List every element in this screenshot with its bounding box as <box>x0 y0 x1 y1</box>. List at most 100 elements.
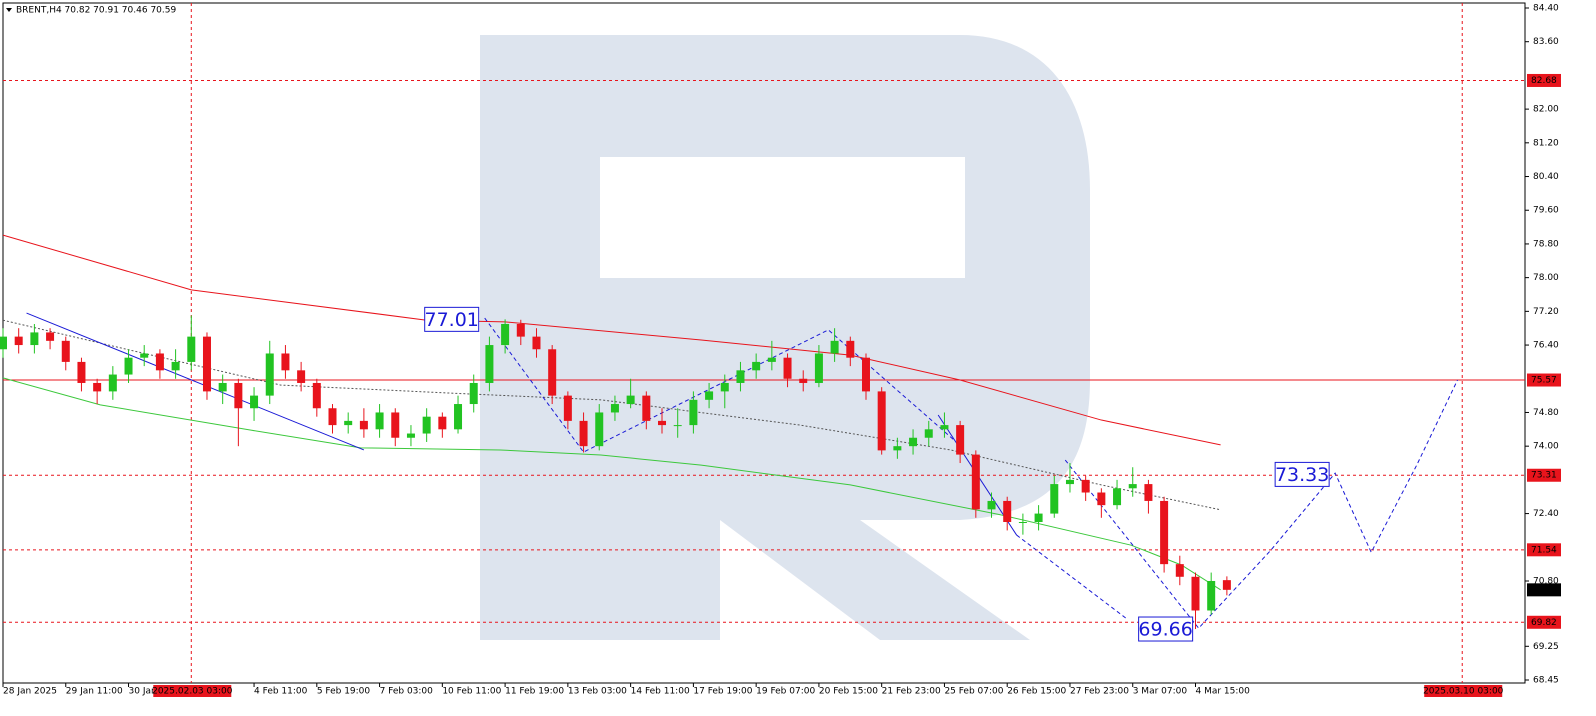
candle-body <box>563 395 572 421</box>
candle-body <box>1034 513 1043 523</box>
candle-body <box>0 336 7 350</box>
candle-body <box>155 353 164 371</box>
candle-body <box>485 345 494 383</box>
time-marker-box <box>153 685 232 697</box>
candle-body <box>30 332 39 346</box>
candle-body <box>1050 484 1059 514</box>
candle-body <box>532 336 541 350</box>
candle-body <box>140 353 149 358</box>
candle-body <box>1018 522 1027 524</box>
y-tick-label: 77.20 <box>1533 307 1559 317</box>
y-tick-label: 82.00 <box>1533 105 1559 115</box>
y-tick-label: 79.60 <box>1533 206 1559 216</box>
y-tick-label: 70.80 <box>1533 576 1559 586</box>
candle-body <box>830 340 839 354</box>
candle-body <box>1128 484 1137 489</box>
candle-body <box>438 416 447 430</box>
candle-body <box>171 361 180 371</box>
y-tick-label: 68.45 <box>1533 676 1559 686</box>
level-label: 73.31 <box>1531 471 1557 481</box>
y-tick-label: 72.40 <box>1533 509 1559 519</box>
candle-body <box>218 382 227 392</box>
chart-header: BRENT,H4 70.82 70.91 70.46 70.59 <box>16 6 176 16</box>
candle-body <box>124 357 133 375</box>
level-box <box>1527 615 1561 629</box>
annotation-label: 69.66 <box>1138 619 1192 641</box>
candle-body <box>1081 479 1090 493</box>
level-label: 71.54 <box>1531 545 1557 555</box>
candle-body <box>642 395 651 421</box>
x-tick-label: 10 Feb 11:00 <box>442 687 501 697</box>
candle-body <box>1222 580 1231 590</box>
candle-body <box>861 357 870 392</box>
x-tick-label: 14 Feb 11:00 <box>631 687 690 697</box>
candle-body <box>658 420 667 426</box>
candle-body <box>359 420 368 430</box>
menu-arrow <box>6 8 12 12</box>
candle-body <box>610 404 619 413</box>
annotation-box <box>1138 616 1194 642</box>
candle-body <box>312 382 321 409</box>
x-tick-label: 7 Feb 03:00 <box>380 687 434 697</box>
candle-body <box>814 353 823 383</box>
candle-body <box>77 361 86 383</box>
level-box <box>1527 73 1561 87</box>
candle-body <box>202 336 211 392</box>
x-tick-label: 20 Feb 15:00 <box>819 687 878 697</box>
candle-body <box>673 425 682 427</box>
y-tick-label: 69.25 <box>1533 642 1559 652</box>
candle-body <box>1065 479 1074 485</box>
x-tick-label: 17 Feb 19:00 <box>693 687 752 697</box>
candle-body <box>783 357 792 379</box>
candle-body <box>501 323 510 346</box>
candle-body <box>187 336 196 362</box>
overlay-line <box>2 319 1221 511</box>
y-tick-label: 74.80 <box>1533 408 1559 418</box>
overlay-line <box>26 312 365 451</box>
current-price-label: 70.59 <box>1531 585 1557 595</box>
x-tick-label: 3 Mar 07:00 <box>1133 687 1188 697</box>
annotation-label: 73.33 <box>1275 464 1329 486</box>
candle-body <box>250 395 259 409</box>
candle-body <box>469 382 478 405</box>
x-tick-label: 13 Feb 03:00 <box>568 687 627 697</box>
candle-body <box>767 357 776 362</box>
candle-body <box>234 382 243 409</box>
x-tick-label: 4 Feb 11:00 <box>254 687 308 697</box>
annotation-box <box>424 306 480 332</box>
overlay-line <box>2 377 1221 591</box>
candle-body <box>1097 492 1106 506</box>
candle-body <box>46 332 55 341</box>
candle-body <box>987 500 996 510</box>
x-tick-label: 25 Feb 07:00 <box>944 687 1003 697</box>
x-tick-label: 4 Mar 15:00 <box>1195 687 1250 697</box>
level-label: 69.82 <box>1531 618 1557 628</box>
candle-body <box>375 412 384 430</box>
candle-body <box>1191 576 1200 611</box>
candle-body <box>61 340 70 362</box>
candle-body <box>736 370 745 383</box>
candle-body <box>846 340 855 358</box>
x-tick-label: 30 Jan <box>129 687 157 697</box>
current-price-box <box>1527 583 1561 597</box>
candle-body <box>720 382 729 392</box>
x-tick-label: 5 Feb 19:00 <box>317 687 371 697</box>
time-marker-box <box>1424 685 1503 697</box>
candle-body <box>626 395 635 405</box>
candle-body <box>14 336 23 346</box>
y-tick-label: 80.40 <box>1533 172 1559 182</box>
annotation-label: 77.01 <box>425 309 479 331</box>
candle-body <box>877 391 886 451</box>
x-tick-label: 27 Feb 23:00 <box>1070 687 1129 697</box>
candle-body <box>956 425 965 455</box>
candle-body <box>1144 484 1153 501</box>
overlay-line <box>484 317 955 453</box>
candle-body <box>579 420 588 447</box>
candle-body <box>548 349 557 396</box>
x-tick-label: 19 Feb 07:00 <box>756 687 815 697</box>
x-tick-label: 29 Jan 11:00 <box>66 687 123 697</box>
candle-body <box>924 429 933 438</box>
time-marker-label: 2025.02.03 03:00 <box>152 687 233 697</box>
candle-body <box>297 370 306 383</box>
candle-body <box>689 399 698 426</box>
